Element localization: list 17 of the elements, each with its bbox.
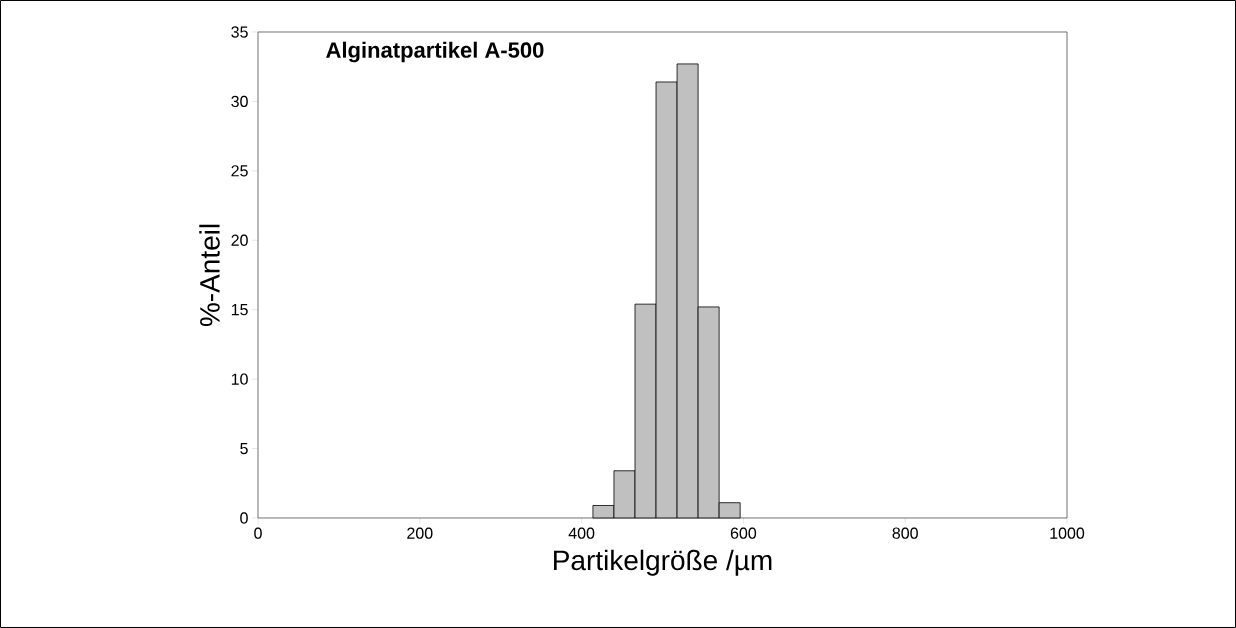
x-tick-label: 600 xyxy=(730,527,757,539)
chart-title: Alginatpartikel A-500 xyxy=(326,41,544,63)
y-axis-title: %-Anteil xyxy=(199,224,220,327)
y-tick-label: 15 xyxy=(231,304,248,316)
x-tick-label: 800 xyxy=(892,527,918,539)
x-tick-label: 200 xyxy=(407,527,433,539)
y-tick-label: 25 xyxy=(231,165,248,177)
y-tick-label: 35 xyxy=(231,26,248,38)
x-axis-title: Partikelgröße /µm xyxy=(554,549,772,576)
x-tick-label: 0 xyxy=(254,527,262,539)
y-tick-label: 0 xyxy=(240,512,248,524)
x-tick-label: 1000 xyxy=(1050,527,1085,539)
y-tick-label: 10 xyxy=(231,373,248,385)
x-tick-label: 400 xyxy=(568,527,595,539)
y-tick-label: 30 xyxy=(231,95,248,108)
y-tick-label: 5 xyxy=(240,442,248,455)
y-tick-label: 20 xyxy=(231,234,248,246)
